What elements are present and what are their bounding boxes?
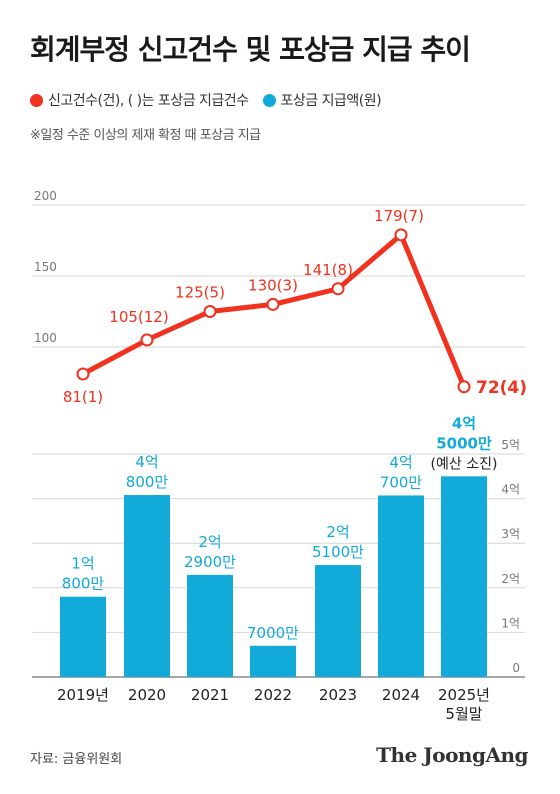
x-axis-label: 2020: [128, 686, 166, 704]
bar-value-label: 700만: [380, 473, 423, 491]
legend: 신고건수(건), ( )는 포상금 지급건수 포상금 지급액(원): [30, 90, 382, 110]
line-point-label: 130(3): [248, 276, 298, 294]
bar-value-label: 4억: [135, 453, 158, 471]
bar-value-label: 4억: [389, 453, 412, 471]
bar-value-label: 800만: [62, 575, 105, 593]
line-point: [457, 380, 471, 394]
x-axis-label: 2024: [382, 686, 420, 704]
bar-y-tick-label: 0: [512, 661, 520, 675]
bar: [60, 596, 106, 677]
bar: [378, 495, 424, 677]
line-y-tick-label: 150: [34, 260, 57, 274]
bar: [124, 495, 170, 677]
bar-value-label: 800만: [126, 473, 169, 491]
line-y-tick-label: 100: [34, 331, 57, 345]
x-axis-label: 2025년: [438, 686, 490, 704]
bar-value-label: 7000만: [247, 624, 299, 642]
line-point-label: 125(5): [175, 284, 225, 302]
bar: [441, 476, 487, 677]
x-axis-label: 2021: [191, 686, 229, 704]
bar: [187, 574, 233, 677]
line-point: [331, 282, 345, 296]
bar-y-tick-label: 1억: [501, 616, 520, 630]
legend-line-swatch: [30, 93, 43, 107]
bar-value-label: 2억: [326, 523, 349, 541]
bar-value-label: 5100만: [312, 543, 364, 561]
x-axis-label: 2019년: [57, 686, 109, 704]
line-point: [266, 297, 280, 311]
bar-value-label: 5000만: [436, 434, 492, 452]
line-point-label: 141(8): [303, 261, 353, 279]
bar-y-tick-label: 5억: [501, 438, 520, 452]
line-point: [140, 333, 154, 347]
bar-value-label: 2억: [198, 533, 221, 551]
line-point-label: 72(4): [476, 378, 527, 398]
legend-line-label: 신고건수(건), ( )는 포상금 지급건수: [48, 93, 249, 109]
bar-value-label: 1억: [71, 555, 94, 573]
x-axis-label: 2023: [319, 686, 357, 704]
bar: [250, 645, 296, 677]
line-y-tick-label: 200: [34, 189, 57, 203]
chart-note: ※일정 수준 이상의 제재 확정 때 포상금 지급: [30, 128, 261, 143]
bar-value-label: 4억: [452, 414, 476, 432]
line-point: [203, 305, 217, 318]
line-point: [394, 228, 408, 242]
bar-y-tick-label: 4억: [501, 483, 520, 497]
publisher-logo: The JoongAng: [376, 743, 528, 767]
bar: [315, 565, 361, 677]
line-point-label: 179(7): [374, 207, 424, 225]
x-axis-label: 2022: [254, 686, 292, 704]
bar-y-tick-label: 3억: [501, 527, 520, 541]
legend-bar-label: 포상금 지급액(원): [280, 93, 382, 109]
bar-y-tick-label: 2억: [501, 572, 520, 586]
line-point-label: 81(1): [63, 388, 103, 406]
chart-title: 회계부정 신고건수 및 포상금 지급 추이: [30, 33, 471, 66]
bar-value-label: 2900만: [184, 553, 236, 571]
line-point-label: 105(12): [109, 308, 168, 326]
x-axis-label: 5월말: [445, 705, 482, 723]
source-note: 자료: 금융위원회: [30, 752, 123, 767]
legend-bar-swatch: [262, 93, 276, 107]
line-point: [76, 367, 90, 381]
bar-note-label: (예산 소진): [431, 456, 498, 472]
